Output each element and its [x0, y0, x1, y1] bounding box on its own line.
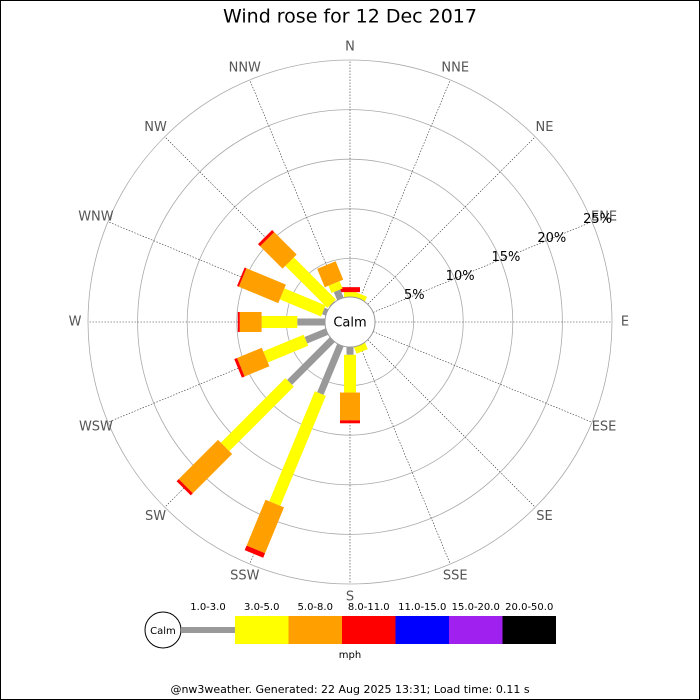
direction-label: WSW	[79, 420, 113, 435]
direction-label: S	[346, 590, 354, 605]
direction-label: W	[69, 315, 82, 330]
bar-segment	[279, 288, 326, 317]
legend-label: 20.0-50.0	[505, 602, 553, 613]
bar-segment	[340, 287, 360, 293]
direction-label: ENE	[591, 209, 617, 224]
legend-swatch	[288, 616, 342, 644]
legend-label: 15.0-20.0	[452, 602, 500, 613]
bar-segment	[178, 439, 233, 494]
footer: @nw3weather. Generated: 22 Aug 2025 13:3…	[170, 683, 529, 696]
legend-label: 3.0-5.0	[244, 602, 279, 613]
spoke	[249, 79, 341, 300]
direction-label: NW	[144, 120, 167, 135]
bar-segment	[237, 312, 240, 332]
spoke	[372, 221, 593, 313]
legend-label: 5.0-8.0	[298, 602, 333, 613]
bar-segment	[287, 329, 343, 385]
ring	[186, 158, 514, 486]
direction-label: N	[345, 40, 355, 55]
direction-label: NE	[535, 120, 553, 135]
direction-label: NNW	[229, 60, 261, 75]
bar-segment	[261, 316, 298, 328]
ring-label: 10%	[446, 269, 475, 284]
bar-segment	[285, 257, 336, 308]
bar-segment	[237, 347, 270, 377]
bar-segment	[328, 281, 343, 294]
bar-segment	[238, 268, 286, 304]
unit-label: mph	[339, 650, 361, 661]
legend-swatch	[502, 616, 556, 644]
bar-segment	[317, 261, 344, 288]
bar-segment	[340, 392, 360, 421]
legend-swatch	[181, 627, 235, 633]
bar-segment	[234, 357, 245, 378]
direction-label: SSE	[443, 569, 468, 584]
calm-circle	[324, 296, 376, 348]
ring-label: 25%	[583, 212, 612, 227]
chart-title: Wind rose for 12 Dec 2017	[223, 6, 477, 28]
legend-label: 8.0-11.0	[348, 602, 390, 613]
bar-segment	[340, 420, 360, 424]
bar-segment	[239, 312, 262, 332]
spoke	[372, 331, 593, 423]
spoke	[367, 339, 536, 508]
direction-label: SW	[145, 509, 166, 524]
legend-calm-label: Calm	[150, 626, 176, 637]
bar-segment	[237, 267, 247, 287]
spoke	[367, 136, 536, 305]
bar-segment	[257, 229, 275, 247]
ring-label: 20%	[537, 231, 566, 246]
bar-segment	[263, 334, 309, 363]
calm-label: Calm	[333, 316, 366, 331]
legend-label: 11.0-15.0	[398, 602, 446, 613]
legend-swatch	[342, 616, 396, 644]
bar-segment	[260, 232, 297, 269]
spoke	[359, 344, 451, 565]
bar-segment	[344, 354, 356, 393]
bar-segment	[317, 333, 348, 395]
legend-swatch	[449, 616, 503, 644]
bar-segment	[269, 391, 326, 506]
bar-segment	[246, 499, 285, 554]
bar-segment	[244, 545, 266, 558]
direction-label: SE	[536, 509, 552, 524]
legend-swatch	[235, 616, 289, 644]
spoke	[359, 79, 451, 300]
ring-label: 15%	[491, 250, 520, 265]
bar-segment	[220, 378, 294, 452]
direction-label: WNW	[78, 209, 114, 224]
ring	[87, 59, 613, 585]
legend-label: 1.0-3.0	[190, 602, 225, 613]
direction-label: E	[621, 315, 629, 330]
bar-segment	[176, 479, 193, 496]
legend-swatch	[395, 616, 449, 644]
direction-label: ESE	[592, 420, 617, 435]
direction-label: NNE	[441, 60, 469, 75]
direction-label: SSW	[230, 569, 260, 584]
ring-label: 5%	[404, 288, 425, 303]
